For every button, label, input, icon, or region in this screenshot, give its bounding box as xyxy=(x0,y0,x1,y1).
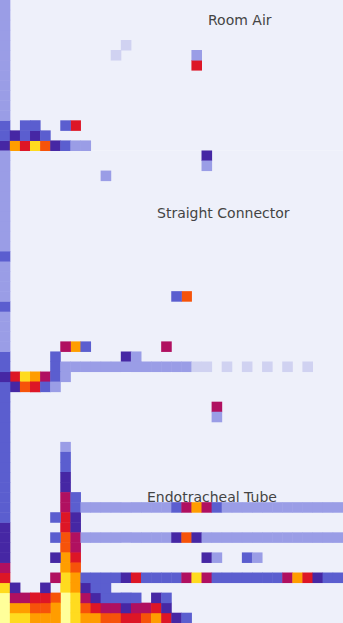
svg-text:Straight Connector: Straight Connector xyxy=(157,205,290,221)
svg-text:Room Air: Room Air xyxy=(208,12,272,28)
svg-text:Endotracheal Tube: Endotracheal Tube xyxy=(147,489,277,505)
